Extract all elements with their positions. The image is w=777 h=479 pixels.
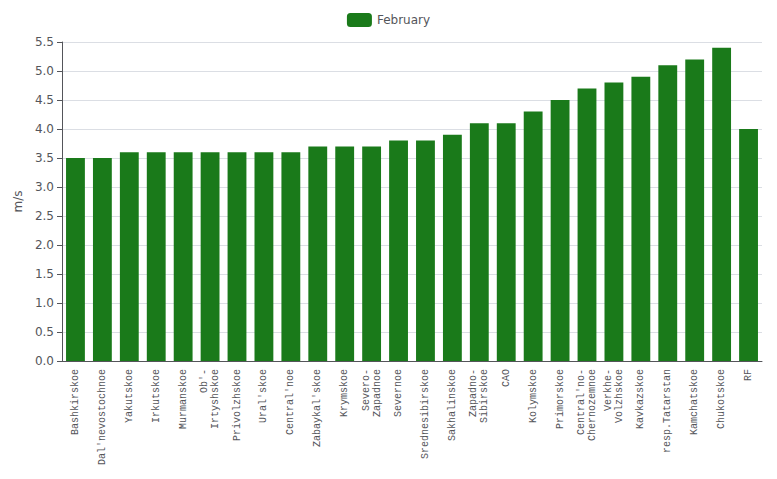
svg-text:Srednesibirskoe: Srednesibirskoe	[420, 369, 431, 459]
svg-text:Chernozemnoe: Chernozemnoe	[587, 369, 598, 441]
svg-text:2.5: 2.5	[35, 209, 54, 223]
svg-text:Yakutskoe: Yakutskoe	[124, 369, 135, 423]
svg-text:Sibirskoe: Sibirskoe	[479, 369, 490, 423]
svg-text:RF: RF	[743, 369, 754, 381]
svg-text:Chukotskoe: Chukotskoe	[716, 369, 727, 429]
svg-text:Ural'skoe: Ural'skoe	[258, 369, 269, 423]
svg-text:Ob'-: Ob'-	[199, 369, 210, 393]
svg-text:0.0: 0.0	[35, 354, 54, 368]
svg-text:Murmanskoe: Murmanskoe	[178, 369, 189, 429]
svg-text:CAO: CAO	[501, 369, 512, 387]
svg-text:Zapadnoe: Zapadnoe	[372, 369, 383, 417]
svg-text:m/s: m/s	[11, 191, 25, 213]
svg-text:2.0: 2.0	[35, 238, 54, 252]
svg-text:Primorskoe: Primorskoe	[555, 369, 566, 429]
svg-text:Zapadno-: Zapadno-	[468, 369, 479, 417]
svg-text:Zabaykal'skoe: Zabaykal'skoe	[312, 369, 323, 447]
svg-text:Irkutskoe: Irkutskoe	[151, 369, 162, 423]
svg-text:Bashkirskoe: Bashkirskoe	[70, 369, 81, 435]
svg-text:Privolzhskoe: Privolzhskoe	[232, 369, 243, 441]
svg-text:Central'noe: Central'noe	[285, 369, 296, 435]
svg-text:February: February	[377, 13, 430, 27]
svg-text:Sakhalinskoe: Sakhalinskoe	[447, 369, 458, 441]
svg-text:5.5: 5.5	[35, 35, 54, 49]
svg-text:3.5: 3.5	[35, 151, 54, 165]
svg-text:Kolymskoe: Kolymskoe	[528, 369, 539, 423]
svg-text:Verkhe-: Verkhe-	[603, 369, 614, 411]
svg-text:Irtyshskoe: Irtyshskoe	[210, 369, 221, 429]
svg-text:resp.Tatarstan: resp.Tatarstan	[662, 369, 673, 453]
svg-text:Kavkazskoe: Kavkazskoe	[635, 369, 646, 429]
svg-text:3.0: 3.0	[35, 180, 54, 194]
svg-text:Severnoe: Severnoe	[393, 369, 404, 417]
svg-text:5.0: 5.0	[35, 64, 54, 78]
svg-text:4.0: 4.0	[35, 122, 54, 136]
svg-text:Central'no-: Central'no-	[576, 369, 587, 435]
svg-text:Krymskoe: Krymskoe	[339, 369, 350, 417]
svg-text:1.0: 1.0	[35, 296, 54, 310]
svg-text:0.5: 0.5	[35, 325, 54, 339]
svg-text:Volzhskoe: Volzhskoe	[614, 369, 625, 423]
svg-text:1.5: 1.5	[35, 267, 54, 281]
svg-text:Kamchatskoe: Kamchatskoe	[689, 369, 700, 435]
svg-text:4.5: 4.5	[35, 93, 54, 107]
svg-text:Severo-: Severo-	[361, 369, 372, 411]
svg-text:Dal'nevostochnoe: Dal'nevostochnoe	[97, 369, 108, 465]
